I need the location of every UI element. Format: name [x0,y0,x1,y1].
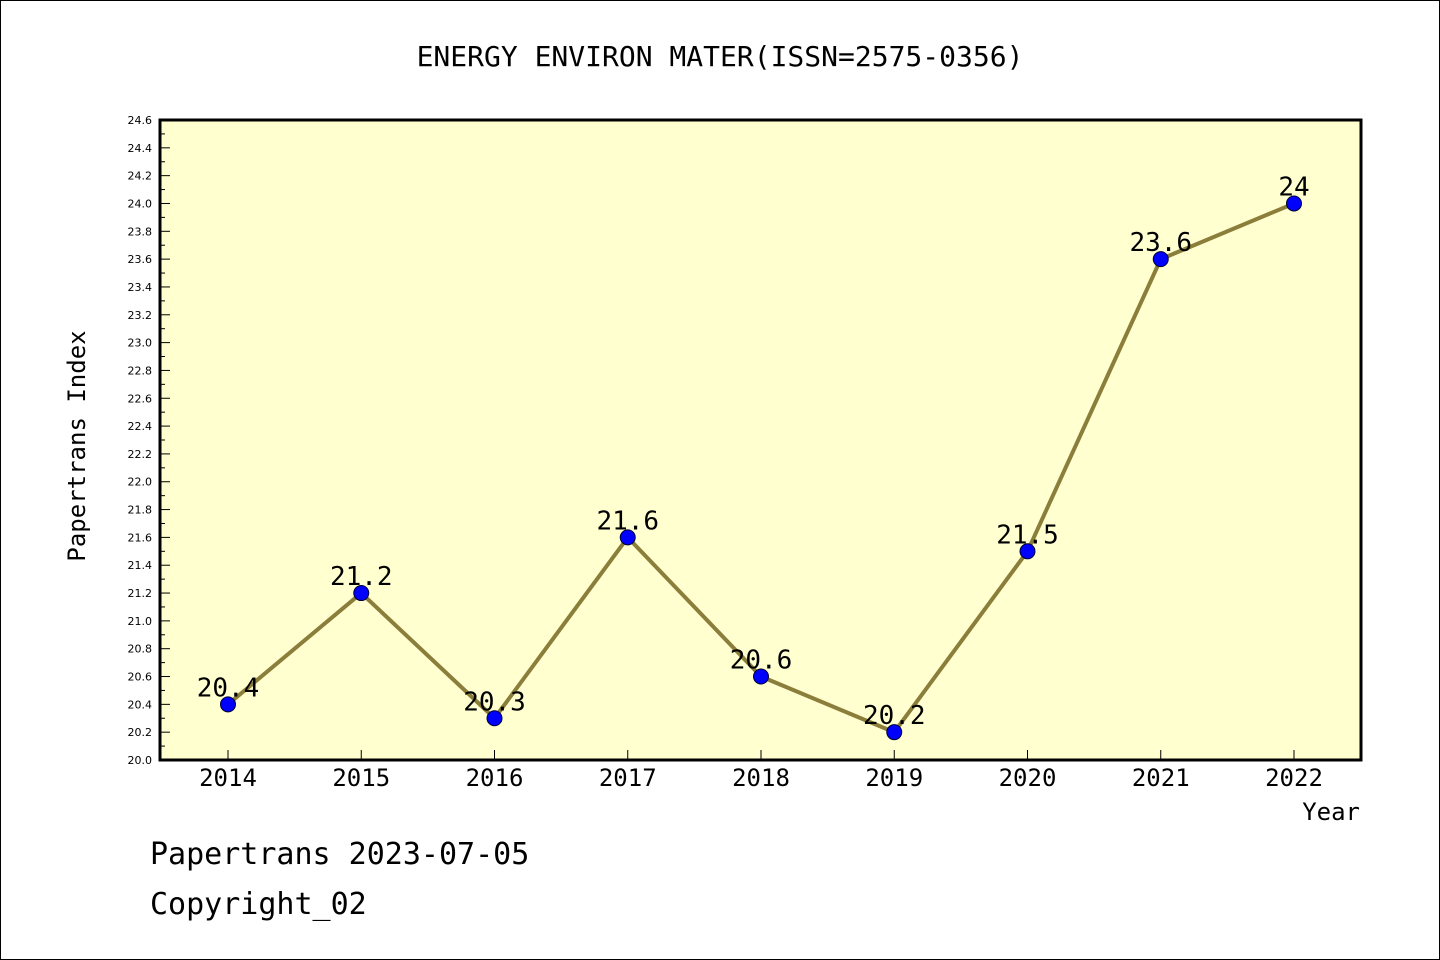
y-tick-label: 24.6 [128,114,153,127]
y-tick-label: 23.8 [128,225,153,238]
y-tick-label: 22.2 [128,448,153,461]
data-point [753,668,769,685]
data-point [619,529,636,546]
y-tick-label: 21.6 [128,531,153,544]
plot-area [158,118,1363,762]
y-axis: 20.0 20.2 20.4 20.6 20.8 21.0 21.2 21.4 21.6 21.8… [128,114,170,767]
data-label: 20.3 [463,687,526,717]
y-tick-label: 23.4 [128,281,153,294]
data-point [1152,251,1169,268]
x-axis: 2014 2015 2016 2017 2018 2019 2020 2021 2022 [199,750,1323,792]
y-tick-label: 20.2 [128,726,153,739]
data-label: 20.4 [197,673,260,703]
x-tick-label: 2021 [1132,764,1190,792]
chart-title: ENERGY ENVIRON MATER(ISSN=2575-0356) [417,40,1024,73]
x-tick-label: 2016 [466,764,524,792]
data-label: 20.6 [730,646,793,676]
data-labels: 20.4 21.2 20.3 21.6 20.6 20.2 21.5 23.6 24 [197,172,1310,731]
x-tick-label: 2022 [1265,764,1323,792]
y-tick-label: 21.2 [128,587,153,600]
y-tick-label: 21.8 [128,504,153,517]
y-tick-label: 22.8 [128,364,153,377]
data-label: 21.6 [596,506,659,536]
footer-copyright: Copyright_02 [150,887,367,922]
y-tick-label: 22.6 [128,392,153,405]
data-label: 23.6 [1129,228,1192,258]
y-tick-label: 21.4 [128,559,153,572]
data-points [220,195,1302,741]
y-tick-label: 24.2 [128,170,153,183]
x-tick-label: 2018 [732,764,790,792]
y-tick-label: 23.0 [128,337,153,350]
y-tick-label: 22.4 [128,420,153,433]
y-tick-label: 21.0 [128,615,153,628]
x-tick-label: 2017 [599,764,657,792]
y-tick-label: 23.2 [128,309,153,322]
data-point [486,710,503,727]
x-axis-label: Year [1302,798,1360,826]
data-label: 20.2 [863,701,926,731]
footer-date: Papertrans 2023-07-05 [150,837,529,872]
x-tick-label: 2014 [199,764,257,792]
data-label: 21.2 [330,562,393,592]
y-tick-label: 20.4 [128,698,153,711]
x-tick-label: 2019 [865,764,923,792]
y-tick-label: 20.8 [128,643,153,656]
data-point [886,724,903,741]
y-axis-label: Papertrans Index [63,330,91,561]
data-point [1019,543,1036,560]
data-label: 24 [1278,172,1309,202]
data-point [353,585,370,602]
data-label: 21.5 [996,520,1059,550]
y-tick-label: 22.0 [128,476,153,489]
x-tick-label: 2020 [999,764,1057,792]
y-tick-label: 24.0 [128,197,153,210]
x-tick-label: 2015 [332,764,390,792]
data-point [1286,195,1302,212]
y-tick-label: 20.0 [128,754,153,767]
y-tick-label: 23.6 [128,253,153,266]
data-point [220,696,236,713]
y-tick-label: 20.6 [128,671,153,684]
y-tick-label: 24.4 [128,142,153,155]
